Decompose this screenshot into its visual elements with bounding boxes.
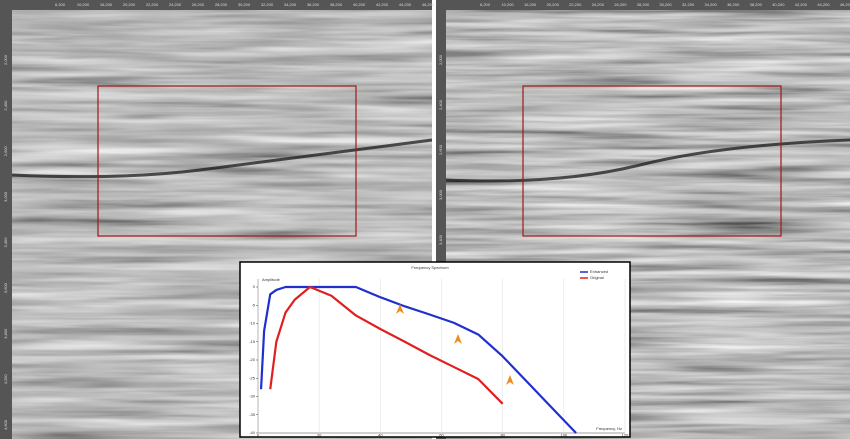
top-tick-label: 26,200 xyxy=(192,2,205,7)
x-tick-label: 120 xyxy=(622,433,629,438)
top-tick-label: 20,200 xyxy=(123,2,136,7)
top-tick-label: 34,200 xyxy=(705,2,718,7)
side-tick-label: 2,600 xyxy=(3,145,8,156)
side-axis xyxy=(0,0,12,439)
y-tick-label: -5 xyxy=(251,302,255,307)
side-tick-label: 2,400 xyxy=(438,99,443,110)
top-tick-label: 46,200 xyxy=(422,2,435,7)
top-tick-label: 40,200 xyxy=(772,2,785,7)
x-axis-label: Frequency, Hz xyxy=(596,426,622,431)
top-tick-label: 30,200 xyxy=(238,2,251,7)
x-tick-label: 20 xyxy=(317,433,322,438)
top-tick-label: 44,200 xyxy=(399,2,412,7)
y-tick-label: 0 xyxy=(253,284,256,289)
top-tick-label: 28,200 xyxy=(637,2,650,7)
side-tick-label: 3,800 xyxy=(3,328,8,339)
highlight-box xyxy=(97,85,357,237)
top-tick-label: 20,200 xyxy=(547,2,560,7)
arrowhead xyxy=(454,334,462,344)
top-tick-label: 30,200 xyxy=(659,2,672,7)
y-tick-label: -20 xyxy=(249,357,256,362)
side-tick-label: 3,000 xyxy=(3,191,8,202)
side-tick-label: 4,200 xyxy=(3,374,8,385)
reflector xyxy=(444,138,850,183)
top-tick-label: 40,200 xyxy=(353,2,366,7)
side-axis xyxy=(436,0,446,439)
side-tick-label: 3,400 xyxy=(438,234,443,245)
top-tick-label: 42,200 xyxy=(376,2,389,7)
side-tick-label: 3,600 xyxy=(3,282,8,293)
x-tick-label: 40 xyxy=(378,433,383,438)
top-tick-label: 32,200 xyxy=(261,2,274,7)
y-tick-label: -15 xyxy=(249,339,256,344)
chart-title: Frequency Spectrum xyxy=(411,265,449,270)
top-tick-label: 16,200 xyxy=(100,2,113,7)
series-line xyxy=(259,285,577,434)
arrowhead xyxy=(506,375,514,385)
top-tick-label: 44,200 xyxy=(817,2,830,7)
top-tick-label: 22,200 xyxy=(569,2,582,7)
arrowhead xyxy=(396,304,404,314)
top-tick-label: 22,200 xyxy=(146,2,159,7)
y-axis-label: Amplitude xyxy=(262,277,281,282)
top-tick-label: 6,200 xyxy=(480,2,491,7)
x-tick-label: 60 xyxy=(439,433,444,438)
x-tick-label: 100 xyxy=(560,433,567,438)
top-tick-label: 32,200 xyxy=(682,2,695,7)
top-tick-label: 38,200 xyxy=(330,2,343,7)
top-tick-label: 34,200 xyxy=(284,2,297,7)
top-tick-label: 10,200 xyxy=(501,2,514,7)
side-tick-label: 3,000 xyxy=(438,189,443,200)
top-tick-label: 16,200 xyxy=(524,2,537,7)
top-tick-label: 10,200 xyxy=(77,2,90,7)
divider xyxy=(432,0,436,439)
y-tick-label: -40 xyxy=(249,430,256,435)
top-tick-label: 36,200 xyxy=(727,2,740,7)
top-tick-label: 46,200 xyxy=(840,2,850,7)
side-tick-label: 2,000 xyxy=(438,54,443,65)
side-tick-label: 3,400 xyxy=(3,237,8,248)
y-tick-label: -10 xyxy=(249,321,256,326)
side-tick-label: 2,600 xyxy=(438,144,443,155)
highlight-box xyxy=(522,85,782,237)
reflector xyxy=(11,138,433,179)
side-tick-label: 4,600 xyxy=(3,419,8,430)
top-tick-label: 24,200 xyxy=(169,2,182,7)
top-tick-label: 24,200 xyxy=(592,2,605,7)
side-tick-label: 2,000 xyxy=(3,54,8,65)
legend-label: Original xyxy=(590,275,604,280)
y-tick-label: -25 xyxy=(249,375,256,380)
inset-chart xyxy=(239,261,631,438)
top-tick-label: 36,200 xyxy=(307,2,320,7)
top-tick-label: 6,200 xyxy=(55,2,66,7)
legend-label: Enhanced xyxy=(590,269,608,274)
y-tick-label: -30 xyxy=(249,394,256,399)
top-tick-label: 26,200 xyxy=(614,2,627,7)
top-tick-label: 38,200 xyxy=(750,2,763,7)
x-tick-label: 0 xyxy=(257,433,260,438)
top-tick-label: 28,200 xyxy=(215,2,228,7)
y-tick-label: -35 xyxy=(249,412,256,417)
side-tick-label: 2,400 xyxy=(3,100,8,111)
x-tick-label: 80 xyxy=(500,433,505,438)
series-line xyxy=(269,285,504,405)
top-axis xyxy=(0,0,850,10)
top-tick-label: 42,200 xyxy=(795,2,808,7)
